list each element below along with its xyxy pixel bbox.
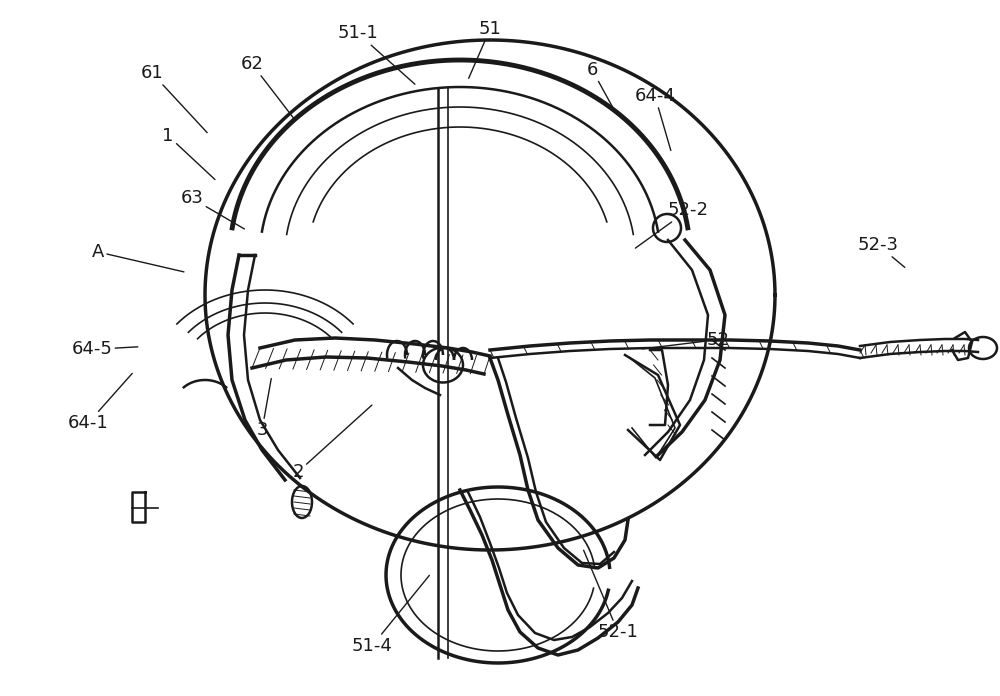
Text: A: A (92, 243, 184, 272)
Text: 1: 1 (162, 127, 215, 180)
Polygon shape (650, 350, 668, 425)
Text: 64-5: 64-5 (72, 340, 138, 358)
Text: 52-3: 52-3 (858, 236, 905, 267)
Text: 2: 2 (292, 405, 372, 481)
Text: 64-1: 64-1 (68, 373, 132, 432)
Text: 51: 51 (469, 20, 501, 79)
Text: 6: 6 (586, 61, 616, 113)
Text: 51-4: 51-4 (352, 576, 429, 655)
Text: 52-1: 52-1 (584, 551, 638, 641)
Text: 64-4: 64-4 (635, 87, 675, 150)
Text: 62: 62 (241, 55, 295, 120)
Text: 52-2: 52-2 (635, 201, 708, 248)
Text: 52: 52 (642, 331, 730, 349)
Text: 51-1: 51-1 (338, 24, 415, 84)
Text: 61: 61 (141, 64, 207, 133)
Text: 3: 3 (256, 379, 271, 439)
Text: 63: 63 (181, 189, 244, 229)
